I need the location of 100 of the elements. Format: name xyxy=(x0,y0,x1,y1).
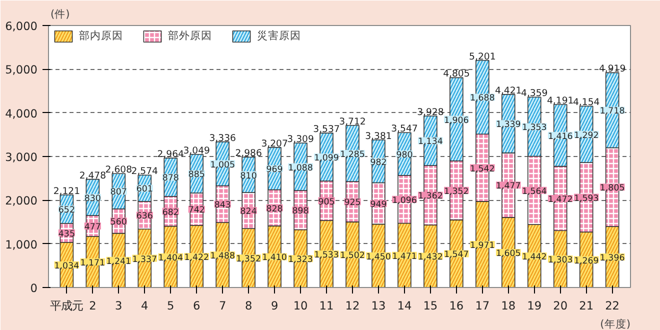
x-tick-label: 2 xyxy=(89,298,96,312)
total-label: 3,381 xyxy=(365,130,392,142)
total-label: 4,919 xyxy=(598,64,626,75)
data-label: 1,605 xyxy=(496,248,521,259)
total-label: 3,049 xyxy=(183,145,210,156)
x-tick-label: 22 xyxy=(605,298,620,312)
data-label: 1,099 xyxy=(314,154,339,164)
data-label: 969 xyxy=(266,165,283,176)
data-label: 1,432 xyxy=(418,252,443,263)
total-label: 4,421 xyxy=(495,85,522,96)
total-label: 3,336 xyxy=(209,132,236,144)
data-label: 843 xyxy=(214,200,231,211)
x-tick-label: 15 xyxy=(423,298,438,312)
data-label: 1,502 xyxy=(340,251,365,262)
data-label: 1,269 xyxy=(574,256,599,266)
data-label: 1,442 xyxy=(522,252,547,263)
data-label: 1,477 xyxy=(496,182,521,192)
y-axis-title: (件) xyxy=(50,8,70,20)
x-tick-label: 13 xyxy=(371,298,386,312)
x-tick-label: 17 xyxy=(475,298,490,312)
total-label: 4,154 xyxy=(572,97,600,108)
total-label: 4,191 xyxy=(546,95,574,106)
data-label: 742 xyxy=(188,206,205,216)
x-tick-label: 11 xyxy=(319,298,334,312)
data-label: 1,593 xyxy=(574,194,599,204)
total-label: 3,712 xyxy=(339,116,366,128)
x-tick-label: 14 xyxy=(397,298,412,312)
data-label: 1,906 xyxy=(444,116,469,126)
data-label: 477 xyxy=(84,222,101,232)
data-label: 1,352 xyxy=(236,254,261,264)
data-label: 1,303 xyxy=(548,256,573,266)
data-label: 560 xyxy=(110,218,127,228)
x-tick-label: 19 xyxy=(527,298,542,312)
data-label: 1,241 xyxy=(106,256,132,267)
total-label: 4,359 xyxy=(521,88,548,100)
x-tick-label: 20 xyxy=(553,298,568,312)
data-label: 1,285 xyxy=(340,150,365,160)
data-label: 636 xyxy=(136,212,153,222)
legend-label: 部内原因 xyxy=(79,29,123,43)
data-label: 1,416 xyxy=(548,132,573,142)
data-label: 1,488 xyxy=(210,252,235,262)
x-tick-label: 4 xyxy=(141,298,148,312)
x-tick-label: 18 xyxy=(501,298,516,312)
x-tick-label: 10 xyxy=(293,298,308,312)
y-tick-label: 1,000 xyxy=(5,237,38,252)
x-tick-label: 16 xyxy=(449,298,464,312)
total-label: 2,964 xyxy=(157,149,184,160)
y-tick-label: 5,000 xyxy=(5,62,38,77)
total-label: 3,537 xyxy=(313,124,340,136)
data-label: 830 xyxy=(84,194,101,204)
total-label: 4,805 xyxy=(443,68,470,80)
data-label: 1,718 xyxy=(600,106,625,117)
total-label: 3,207 xyxy=(261,138,288,150)
legend-label: 災害原因 xyxy=(257,29,301,43)
data-label: 905 xyxy=(318,197,335,208)
data-label: 1,422 xyxy=(184,252,209,263)
data-label: 1,362 xyxy=(418,192,443,202)
total-label: 3,928 xyxy=(417,106,444,118)
data-label: 807 xyxy=(110,188,127,198)
data-label: 885 xyxy=(188,170,205,180)
data-label: 1,471 xyxy=(392,252,417,262)
data-label: 1,292 xyxy=(574,130,599,141)
data-label: 1,805 xyxy=(600,184,625,194)
data-label: 828 xyxy=(266,204,283,214)
data-label: 1,450 xyxy=(366,252,391,262)
data-label: 652 xyxy=(58,206,75,216)
data-label: 1,134 xyxy=(418,137,444,148)
y-tick-label: 0 xyxy=(30,281,38,295)
legend-label: 部外原因 xyxy=(168,29,212,43)
y-tick-label: 3,000 xyxy=(5,150,38,164)
x-tick-label: 9 xyxy=(270,298,278,312)
x-tick-label: 12 xyxy=(345,298,360,312)
y-tick-label: 6,000 xyxy=(5,19,38,33)
data-label: 1,339 xyxy=(496,120,521,130)
data-label: 1,547 xyxy=(444,250,469,260)
data-label: 1,410 xyxy=(262,253,287,264)
data-label: 1,096 xyxy=(392,196,417,206)
data-label: 1,971 xyxy=(470,240,495,251)
data-label: 1,171 xyxy=(80,258,106,268)
total-label: 3,547 xyxy=(391,124,418,135)
data-label: 1,005 xyxy=(210,160,235,170)
data-label: 1,396 xyxy=(600,254,625,264)
total-label: 2,574 xyxy=(131,166,158,178)
data-label: 824 xyxy=(240,206,258,217)
data-label: 878 xyxy=(162,174,179,184)
data-label: 980 xyxy=(396,150,413,161)
data-label: 435 xyxy=(58,229,75,240)
data-label: 898 xyxy=(292,206,309,217)
data-label: 1,404 xyxy=(158,253,184,264)
data-label: 682 xyxy=(162,208,179,218)
data-label: 1,472 xyxy=(548,194,573,205)
data-label: 1,533 xyxy=(314,250,339,261)
data-label: 810 xyxy=(240,171,257,182)
data-label: 1,352 xyxy=(444,186,469,197)
data-label: 1,337 xyxy=(132,254,158,265)
x-tick-label: 平成元 xyxy=(50,298,84,312)
x-tick-label: 6 xyxy=(192,298,200,312)
total-label: 2,478 xyxy=(79,170,106,182)
data-label: 1,034 xyxy=(54,261,80,272)
data-label: 925 xyxy=(344,198,361,208)
